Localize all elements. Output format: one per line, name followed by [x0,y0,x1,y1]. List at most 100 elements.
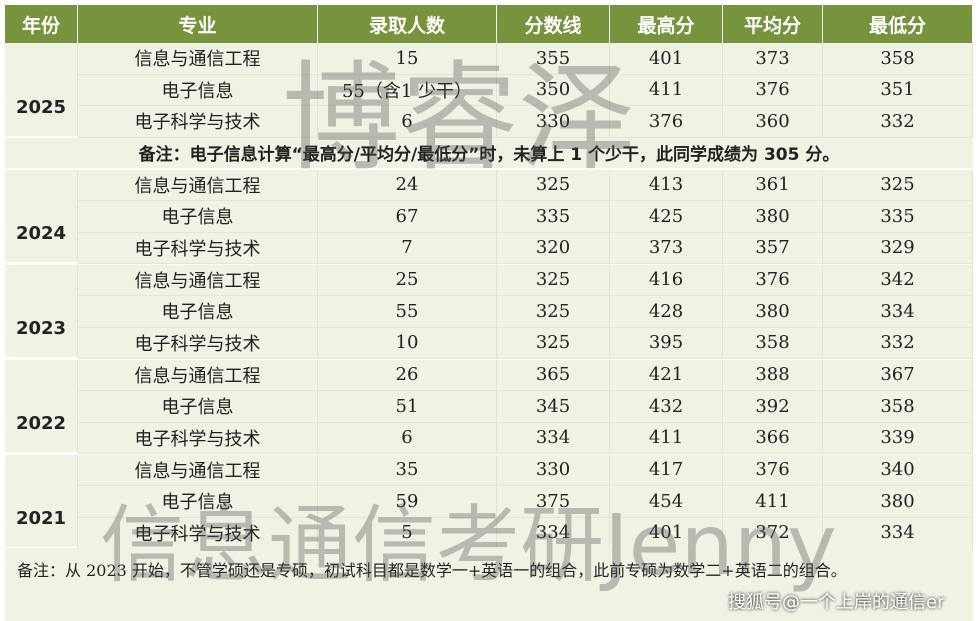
value-cell: 372 [723,517,823,549]
value-cell: 351 [823,74,973,106]
year-cell: 2022 [5,359,78,454]
value-cell: 373 [610,232,723,264]
value-cell: 345 [497,391,610,423]
major-cell: 电子信息 [78,391,318,423]
value-cell: 380 [723,296,823,328]
value-cell: 401 [610,517,723,549]
value-cell: 55 [318,296,497,328]
value-cell: 35 [318,454,497,486]
value-cell: 325 [497,327,610,359]
major-cell: 电子信息 [78,486,318,518]
major-cell: 信息与通信工程 [78,359,318,391]
value-cell: 375 [497,486,610,518]
value-cell: 24 [318,169,497,201]
major-cell: 电子信息 [78,296,318,328]
value-cell: 342 [823,264,973,296]
header-cell: 最高分 [610,5,723,43]
year-cell: 2025 [5,43,78,138]
value-cell: 339 [823,422,973,454]
major-cell: 电子科学与技术 [78,106,318,138]
value-cell: 358 [823,43,973,75]
footnote: 备注：从 2023 开始，不管学硕还是专硕，初试科目都是数学一+英语一的组合，此… [5,548,973,621]
value-cell: 376 [610,106,723,138]
value-cell: 334 [497,517,610,549]
major-cell: 信息与通信工程 [78,454,318,486]
value-cell: 373 [723,43,823,75]
value-cell: 432 [610,391,723,423]
value-cell: 15 [318,43,497,75]
value-cell: 367 [823,359,973,391]
value-cell: 388 [723,359,823,391]
value-cell: 7 [318,232,497,264]
value-cell: 329 [823,232,973,264]
year-cell: 2021 [5,454,78,549]
value-cell: 6 [318,106,497,138]
value-cell: 421 [610,359,723,391]
value-cell: 332 [823,327,973,359]
value-cell: 376 [723,74,823,106]
value-cell: 10 [318,327,497,359]
value-cell: 411 [723,486,823,518]
value-cell: 330 [497,106,610,138]
value-cell: 350 [497,74,610,106]
value-cell: 325 [497,264,610,296]
value-cell: 26 [318,359,497,391]
value-cell: 411 [610,422,723,454]
value-cell: 358 [723,327,823,359]
note-row: 备注：电子信息计算“最高分/平均分/最低分”时，未算上 1 个少干，此同学成绩为… [5,137,973,170]
value-cell: 67 [318,201,497,233]
value-cell: 395 [610,327,723,359]
value-cell: 51 [318,391,497,423]
major-cell: 信息与通信工程 [78,169,318,201]
value-cell: 366 [723,422,823,454]
major-cell: 电子科学与技术 [78,232,318,264]
value-cell: 335 [497,201,610,233]
value-cell: 5 [318,517,497,549]
value-cell: 417 [610,454,723,486]
value-cell: 357 [723,232,823,264]
value-cell: 361 [723,169,823,201]
header-cell: 年份 [5,5,78,43]
header-cell: 专业 [78,5,318,43]
header-cell: 平均分 [723,5,823,43]
value-cell: 320 [497,232,610,264]
major-cell: 电子科学与技术 [78,422,318,454]
value-cell: 425 [610,201,723,233]
value-cell: 376 [723,454,823,486]
major-cell: 电子科学与技术 [78,327,318,359]
value-cell: 380 [823,486,973,518]
value-cell: 334 [497,422,610,454]
value-cell: 335 [823,201,973,233]
major-cell: 电子信息 [78,74,318,106]
value-cell: 401 [610,43,723,75]
value-cell: 334 [823,296,973,328]
year-cell: 2024 [5,169,78,264]
header-cell: 分数线 [497,5,610,43]
value-cell: 376 [723,264,823,296]
value-cell: 59 [318,486,497,518]
value-cell: 325 [497,169,610,201]
value-cell: 413 [610,169,723,201]
value-cell: 360 [723,106,823,138]
header-cell: 录取人数 [318,5,497,43]
value-cell: 380 [723,201,823,233]
value-cell: 334 [823,517,973,549]
value-cell: 340 [823,454,973,486]
value-cell: 411 [610,74,723,106]
value-cell: 392 [723,391,823,423]
value-cell: 428 [610,296,723,328]
value-cell: 365 [497,359,610,391]
value-cell: 325 [823,169,973,201]
value-cell: 416 [610,264,723,296]
value-cell: 355 [497,43,610,75]
major-cell: 电子科学与技术 [78,517,318,549]
header-cell: 最低分 [823,5,973,43]
value-cell: 358 [823,391,973,423]
value-cell: 6 [318,422,497,454]
major-cell: 电子信息 [78,201,318,233]
value-cell: 454 [610,486,723,518]
value-cell: 332 [823,106,973,138]
value-cell: 325 [497,296,610,328]
value-cell: 330 [497,454,610,486]
major-cell: 信息与通信工程 [78,43,318,75]
